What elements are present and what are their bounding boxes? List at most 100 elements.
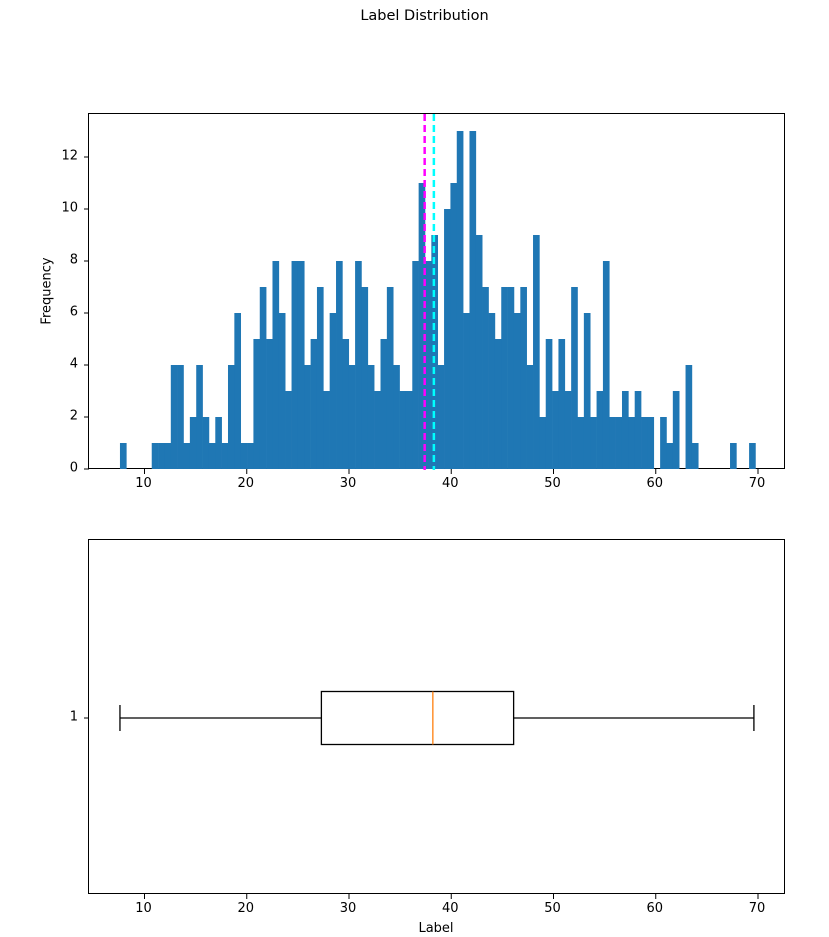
x-tick-label: 40 <box>441 476 459 491</box>
histogram-bar <box>316 287 324 469</box>
histogram-bar <box>450 183 458 469</box>
histogram-bar <box>482 287 489 469</box>
histogram-bar <box>488 313 496 469</box>
histogram-bar <box>399 391 407 469</box>
histogram-bar <box>749 443 756 469</box>
histogram-bar <box>469 131 477 469</box>
histogram-bar <box>583 313 591 469</box>
histogram-bar <box>189 417 197 469</box>
boxplot-x-axis-label: Label <box>418 921 454 936</box>
figure-title: Label Distribution <box>360 8 489 24</box>
histogram-bar <box>405 391 413 469</box>
histogram-bar <box>183 443 191 469</box>
histogram-bar <box>374 391 381 469</box>
histogram-bar <box>208 443 216 469</box>
histogram-bar <box>526 365 534 469</box>
histogram-y-axis-label: Frequency <box>39 257 55 325</box>
histogram-bar <box>596 391 604 469</box>
y-tick-label: 4 <box>69 356 78 372</box>
histogram-bar <box>577 417 585 469</box>
x-tick-label: 30 <box>339 901 357 916</box>
histogram-bar <box>520 287 527 469</box>
y-tick-label: 1 <box>69 709 78 725</box>
x-tick-label: 50 <box>544 901 561 916</box>
histogram-bar <box>463 313 470 469</box>
histogram-bar <box>170 365 178 469</box>
histogram-bar <box>590 417 597 469</box>
histogram-bar <box>151 443 159 469</box>
histogram-bar <box>259 287 267 469</box>
histogram-bar <box>552 391 559 469</box>
histogram-bar <box>507 287 515 469</box>
histogram-bar <box>297 261 305 469</box>
histogram-bar <box>380 339 388 469</box>
histogram-bar <box>215 417 222 469</box>
x-tick-label: 20 <box>237 901 255 916</box>
histogram-bar <box>196 365 203 469</box>
histogram-bar <box>672 391 680 469</box>
x-tick-label: 70 <box>748 901 766 916</box>
histogram-bar <box>437 365 445 469</box>
histogram-bar <box>304 365 311 469</box>
histogram-bar <box>602 261 610 469</box>
histogram-bar <box>342 339 350 469</box>
histogram-bar <box>730 443 737 469</box>
x-tick-label: 60 <box>646 476 664 491</box>
y-tick-label: 2 <box>69 408 78 424</box>
histogram-bar <box>513 313 521 469</box>
iqr-box <box>320 690 515 746</box>
histogram-bar <box>691 443 699 469</box>
histogram-bar <box>240 443 248 469</box>
x-tick-label: 40 <box>441 901 459 916</box>
histogram-bar <box>234 313 242 469</box>
histogram-bar <box>571 287 578 469</box>
histogram-bar <box>202 417 210 469</box>
histogram-bar <box>564 391 572 469</box>
histogram-bar <box>177 365 184 469</box>
histogram-bar <box>666 443 674 469</box>
y-tick-label: 0 <box>69 460 78 476</box>
histogram-bar <box>609 417 616 469</box>
histogram-bar <box>285 391 292 469</box>
histogram-bar <box>158 443 165 469</box>
histogram-bar <box>221 443 229 469</box>
histogram-bar <box>501 287 508 469</box>
histogram-bar <box>272 261 280 469</box>
histogram-bar <box>291 261 299 469</box>
histogram-bar <box>456 131 464 469</box>
histogram-bar <box>355 261 362 469</box>
histogram-bar <box>278 313 286 469</box>
x-tick-label: 50 <box>544 476 561 491</box>
histogram-bar <box>621 391 629 469</box>
histogram-bar <box>247 443 254 469</box>
histogram-bar <box>348 365 356 469</box>
x-tick-label: 10 <box>135 476 152 491</box>
histogram-bar <box>494 339 502 469</box>
histogram-bar <box>164 443 172 469</box>
x-tick-label: 60 <box>646 901 664 916</box>
histogram-bar <box>615 417 623 469</box>
x-tick-label: 20 <box>237 476 255 491</box>
histogram-bar <box>628 417 636 469</box>
histogram-bar <box>386 287 394 469</box>
histogram-bar <box>533 235 540 469</box>
histogram-bar <box>253 339 261 469</box>
histogram-bar <box>634 391 642 469</box>
histogram-bar <box>367 365 375 469</box>
histogram-bar <box>418 183 426 469</box>
histogram-bar <box>475 235 483 469</box>
histogram-bar <box>393 365 400 469</box>
histogram-bar <box>558 339 566 469</box>
histogram-bar <box>227 365 235 469</box>
x-tick-label: 70 <box>748 476 766 491</box>
histogram-bar <box>323 391 330 469</box>
y-tick-label: 12 <box>61 148 78 164</box>
histogram-bar <box>119 443 127 469</box>
histogram-bar <box>545 339 553 469</box>
histogram-bar <box>329 313 337 469</box>
histogram-bar <box>361 287 369 469</box>
histogram-bar <box>660 417 667 469</box>
y-tick-label: 6 <box>69 304 78 320</box>
histogram-bar <box>539 417 547 469</box>
boxplot-axes <box>84 539 785 899</box>
